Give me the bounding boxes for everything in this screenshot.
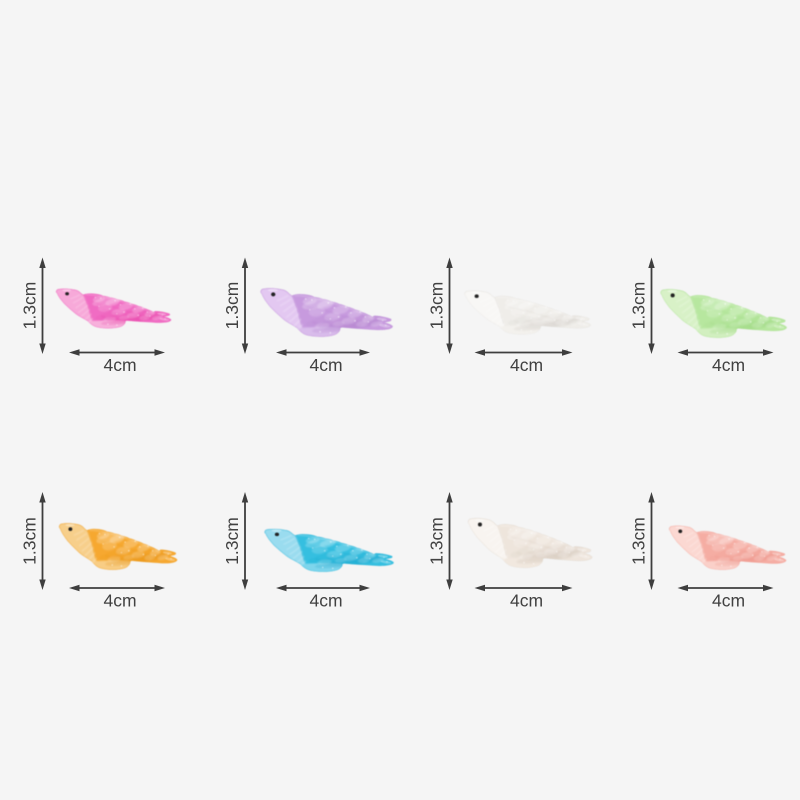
svg-text:4cm: 4cm xyxy=(712,590,745,610)
svg-text:4cm: 4cm xyxy=(103,355,136,375)
svg-text:4cm: 4cm xyxy=(510,355,543,375)
svg-text:1.3cm: 1.3cm xyxy=(222,282,242,330)
svg-text:1.3cm: 1.3cm xyxy=(222,517,242,565)
svg-text:1.3cm: 1.3cm xyxy=(20,282,40,330)
svg-text:1.3cm: 1.3cm xyxy=(629,517,649,565)
svg-text:1.3cm: 1.3cm xyxy=(427,282,447,330)
svg-text:4cm: 4cm xyxy=(309,590,342,610)
svg-text:1.3cm: 1.3cm xyxy=(629,282,649,330)
svg-text:4cm: 4cm xyxy=(510,590,543,610)
svg-text:1.3cm: 1.3cm xyxy=(427,517,447,565)
svg-text:4cm: 4cm xyxy=(103,590,136,610)
svg-text:4cm: 4cm xyxy=(712,355,745,375)
svg-text:1.3cm: 1.3cm xyxy=(20,517,40,565)
svg-text:4cm: 4cm xyxy=(309,355,342,375)
